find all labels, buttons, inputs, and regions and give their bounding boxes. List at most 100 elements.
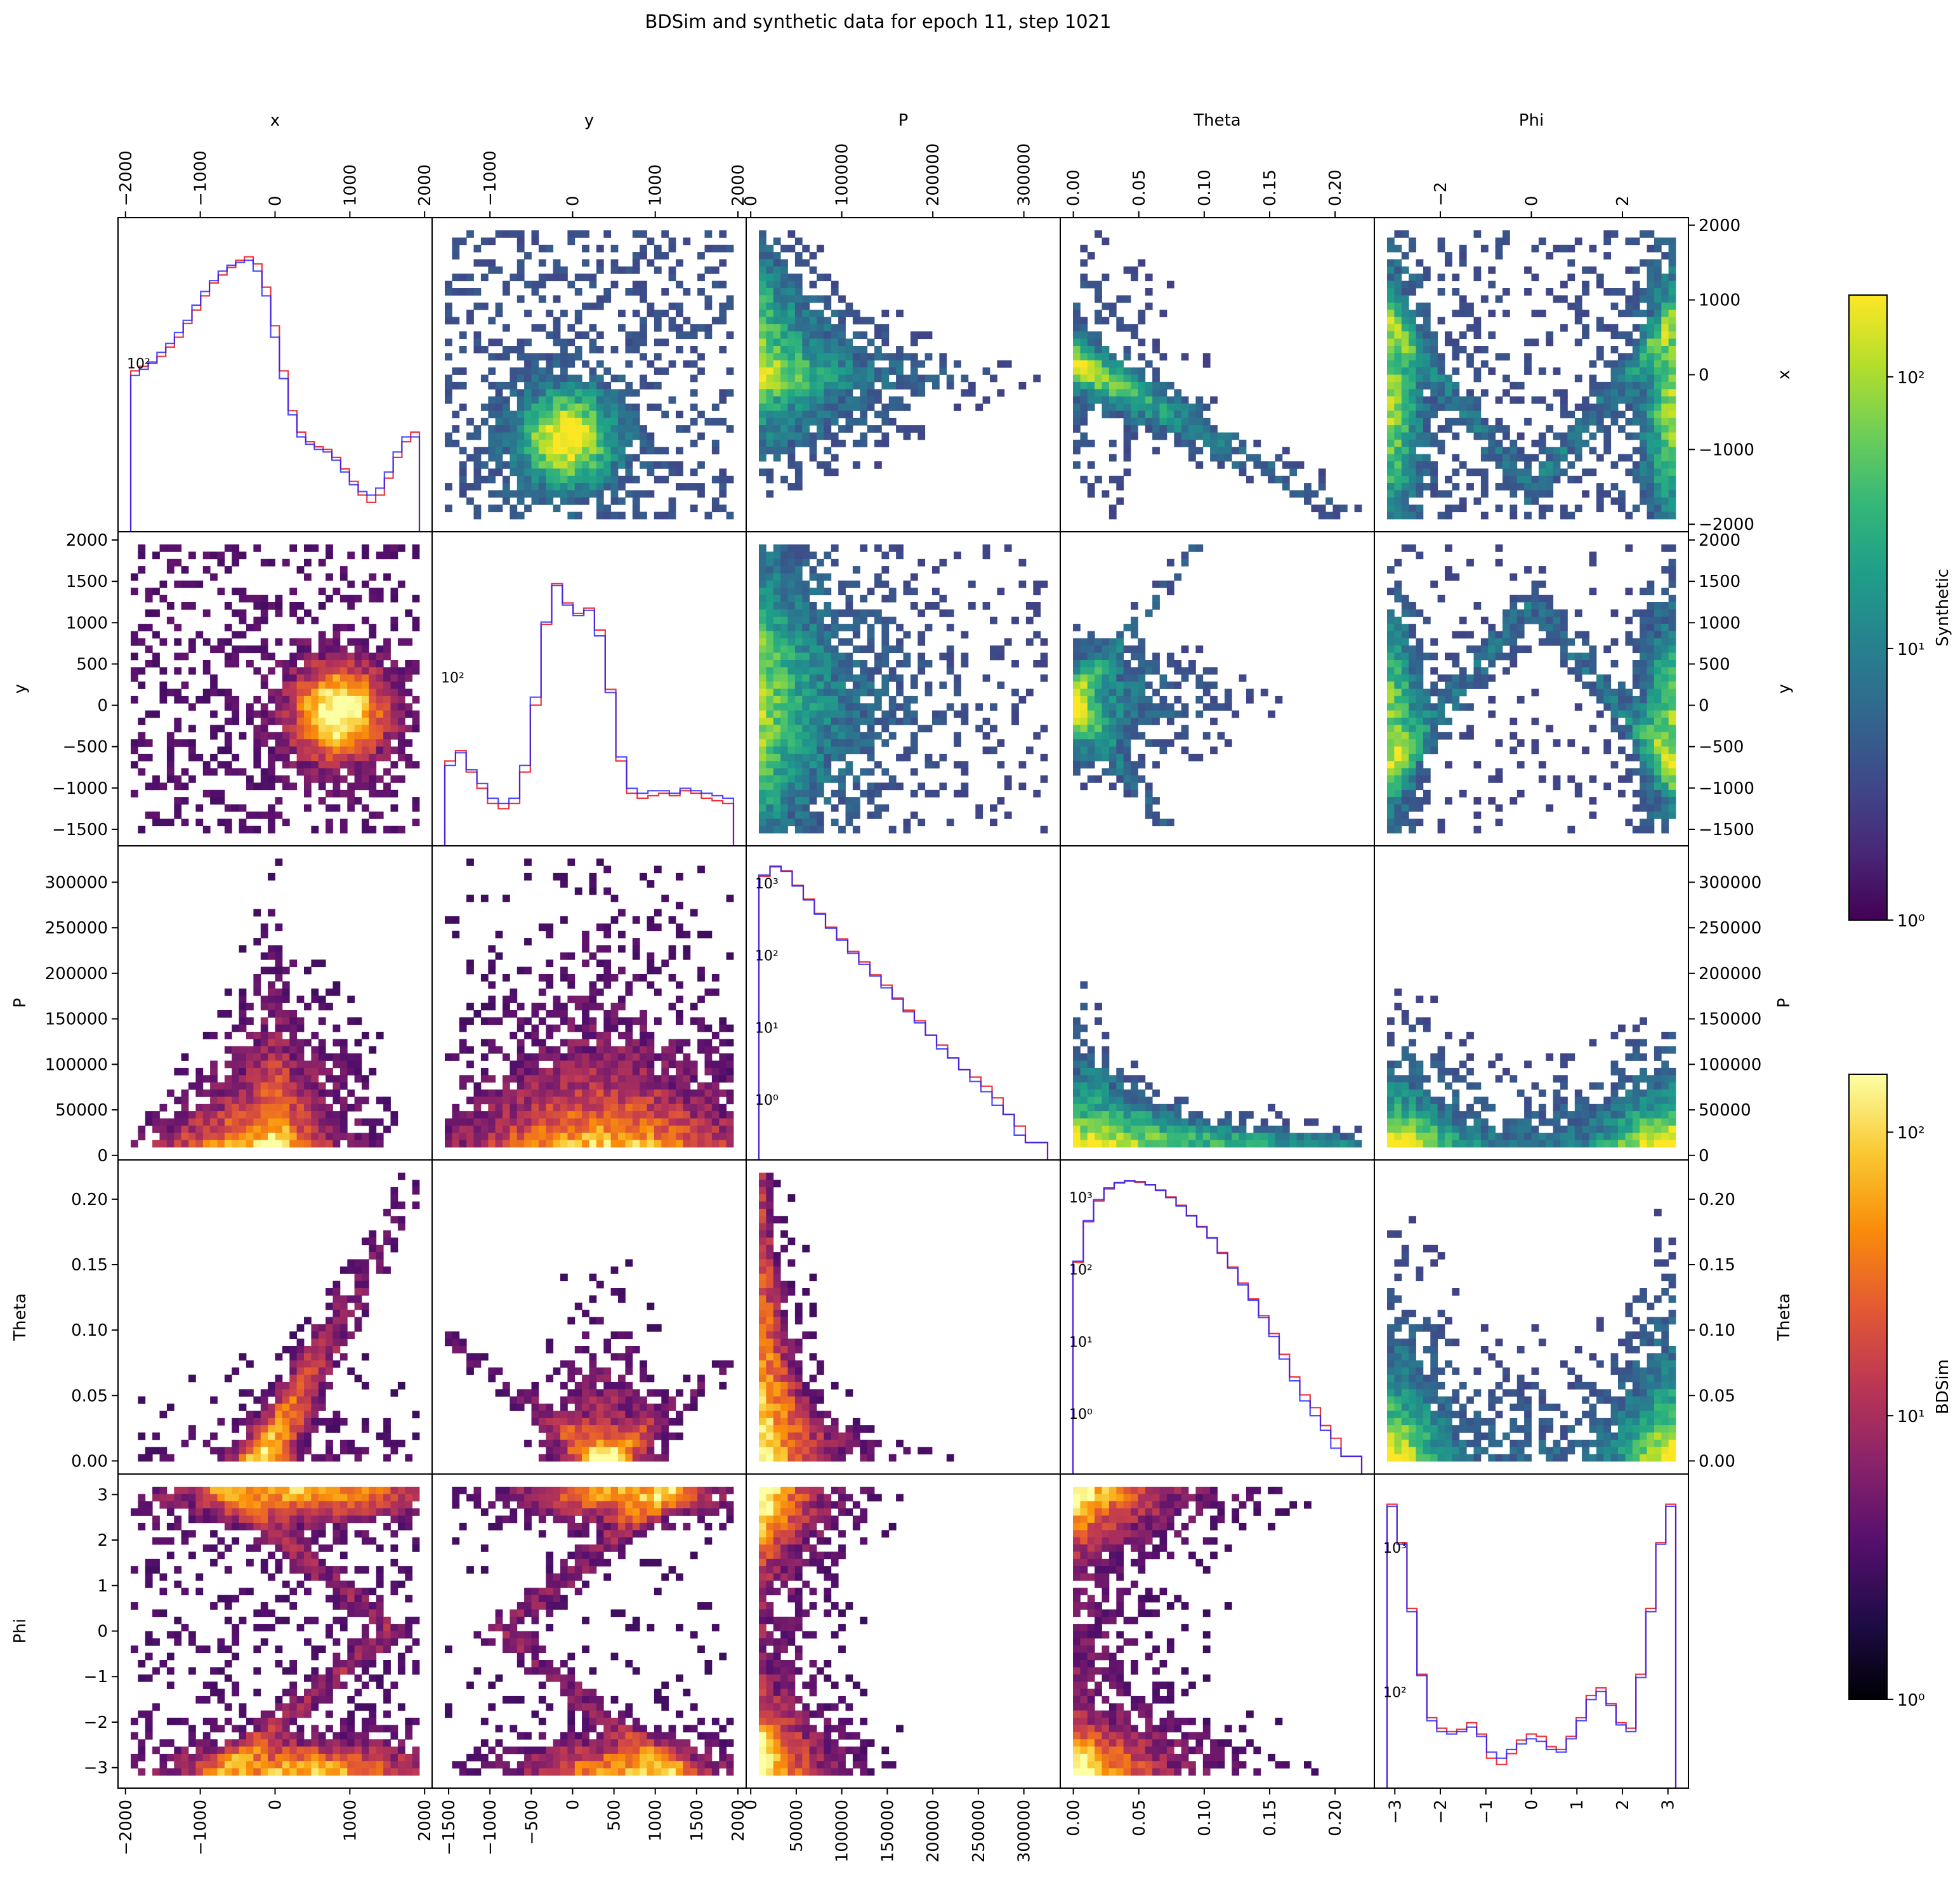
heatmap-bin: [1401, 447, 1409, 455]
heatmap-bin: [1625, 266, 1633, 274]
heatmap-bin: [1416, 490, 1424, 498]
heatmap-bin: [845, 346, 853, 353]
heatmap-bin: [787, 381, 796, 390]
heatmap-bin: [794, 280, 803, 289]
heatmap-bin: [503, 439, 510, 447]
heatmap-bin: [1073, 367, 1081, 375]
heatmap-bin: [376, 789, 384, 798]
heatmap-bin: [1437, 404, 1445, 411]
synthetic-heatmap: [445, 230, 734, 520]
heatmap-bin: [787, 789, 796, 798]
heatmap-bin: [1524, 490, 1532, 498]
heatmap-bin: [780, 338, 788, 346]
heatmap-bin: [809, 753, 817, 761]
heatmap-bin: [773, 389, 781, 397]
heatmap-bin: [1268, 475, 1275, 484]
heatmap-bin: [787, 739, 796, 747]
heatmap-bin: [802, 695, 810, 704]
heatmap-bin: [1567, 411, 1575, 419]
heatmap-bin: [246, 1017, 254, 1025]
heatmap-bin: [1409, 804, 1416, 812]
heatmap-bin: [997, 652, 1005, 661]
heatmap-bin: [131, 667, 138, 675]
heatmap-bin: [596, 295, 604, 303]
heatmap-bin: [910, 367, 918, 375]
heatmap-bin: [1473, 674, 1482, 682]
heatmap-bin: [1640, 616, 1647, 624]
heatmap-bin: [1531, 688, 1539, 697]
heatmap-bin: [1401, 288, 1409, 296]
heatmap-bin: [354, 645, 362, 654]
heatmap-bin: [1589, 725, 1597, 733]
heatmap-bin: [802, 244, 810, 253]
heatmap-bin: [596, 425, 604, 433]
heatmap-bin: [924, 660, 933, 668]
heatmap-bin: [1296, 490, 1305, 498]
heatmap-bin: [1647, 768, 1655, 776]
heatmap-bin: [516, 389, 525, 397]
heatmap-bin: [1087, 381, 1095, 390]
heatmap-bin: [1145, 381, 1153, 390]
heatmap-bin: [195, 631, 204, 639]
heatmap-bin: [1131, 761, 1138, 769]
heatmap-bin: [860, 317, 868, 325]
heatmap-bin: [1589, 588, 1597, 596]
heatmap-bin: [1409, 317, 1416, 325]
heatmap-bin: [794, 761, 803, 769]
heatmap-bin: [181, 602, 189, 610]
heatmap-bin: [1282, 461, 1290, 469]
heatmap-bin: [1430, 360, 1438, 368]
heatmap-bin: [1073, 425, 1081, 433]
heatmap-bin: [260, 923, 268, 932]
heatmap-bin: [1509, 461, 1518, 469]
heatmap-bin: [1116, 374, 1124, 383]
heatmap-bin: [1654, 739, 1662, 747]
heatmap-bin: [531, 490, 539, 498]
heatmap-bin: [1166, 396, 1174, 404]
heatmap-bin: [1401, 454, 1409, 462]
heatmap-bin: [1416, 324, 1424, 332]
heatmap-bin: [1166, 588, 1174, 596]
heatmap-bin: [794, 475, 803, 484]
heatmap-bin: [817, 432, 824, 440]
heatmap-bin: [362, 768, 369, 776]
heatmap-bin: [1466, 404, 1474, 411]
heatmap-bin: [881, 804, 890, 812]
heatmap-bin: [990, 703, 997, 711]
heatmap-bin: [1516, 624, 1525, 631]
heatmap-bin: [1668, 295, 1676, 303]
heatmap-bin: [1095, 346, 1102, 353]
heatmap-bin: [1596, 381, 1604, 390]
heatmap-bin: [766, 768, 774, 776]
heatmap-bin: [202, 566, 211, 574]
heatmap-bin: [1589, 558, 1597, 567]
heatmap-bin: [1661, 404, 1669, 411]
heatmap-bin: [867, 389, 875, 397]
heatmap-bin: [239, 1082, 247, 1090]
heatmap-bin: [145, 588, 153, 596]
heatmap-bin: [1416, 718, 1424, 725]
heatmap-bin: [326, 739, 333, 747]
heatmap-bin: [560, 454, 568, 462]
heatmap-bin: [1640, 389, 1647, 397]
heatmap-bin: [1123, 718, 1131, 725]
heatmap-bin: [174, 804, 182, 812]
heatmap-bin: [809, 674, 817, 682]
heatmap-bin: [780, 631, 788, 639]
heatmap-bin: [1445, 674, 1452, 682]
heatmap-bin: [1560, 638, 1568, 646]
heatmap-bin: [473, 454, 482, 462]
heatmap-bin: [452, 252, 460, 260]
heatmap-bin: [296, 1060, 305, 1069]
heatmap-bin: [246, 660, 254, 668]
heatmap-bin: [516, 346, 525, 353]
heatmap-bin: [289, 703, 298, 711]
heatmap-bin: [1574, 504, 1582, 513]
heatmap-bin: [647, 310, 655, 317]
heatmap-bin: [766, 244, 774, 253]
heatmap-bin: [1640, 331, 1647, 339]
heatmap-bin: [326, 753, 333, 761]
heatmap-bin: [874, 616, 882, 624]
heatmap-bin: [553, 324, 561, 332]
heatmap-bin: [304, 638, 312, 646]
